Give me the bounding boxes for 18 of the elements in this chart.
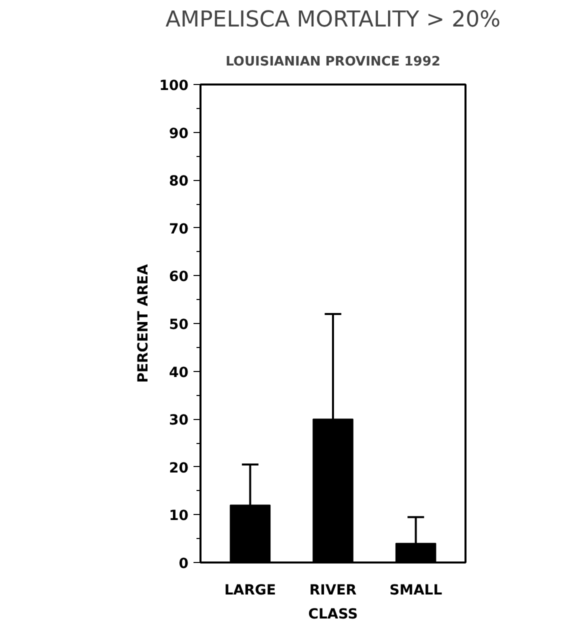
y-tick-label: 60: [169, 269, 189, 286]
y-tick-label: 30: [169, 412, 189, 429]
y-tick-label: 70: [169, 221, 189, 238]
y-tick-label: 90: [169, 126, 189, 142]
y-tick-label: 100: [159, 78, 189, 94]
chart-title: AMPELISCA MORTALITY > 20%: [165, 8, 501, 32]
x-tick-label: RIVER: [309, 582, 357, 598]
x-tick-label: SMALL: [389, 582, 442, 598]
y-tick-label: 20: [169, 460, 189, 476]
y-tick-label: 50: [169, 317, 189, 333]
x-tick-label: LARGE: [224, 582, 276, 598]
chart-subtitle: LOUISIANIAN PROVINCE 1992: [226, 54, 440, 70]
x-axis-title: CLASS: [308, 606, 358, 622]
y-axis-title: PERCENT AREA: [135, 264, 152, 383]
y-tick-label: 80: [169, 174, 189, 190]
y-tick-label: 40: [169, 364, 189, 381]
y-tick-label: 10: [169, 508, 189, 524]
y-tick-label: 0: [178, 556, 189, 572]
